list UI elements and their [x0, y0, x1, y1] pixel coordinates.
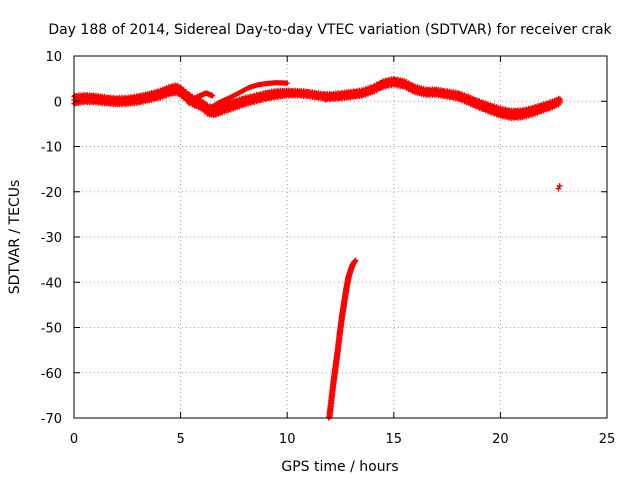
data-point [557, 98, 563, 104]
y-tick-label: -20 [41, 186, 62, 201]
series-steep-drop [326, 257, 359, 421]
data-point [352, 257, 359, 263]
y-tick-label: -60 [41, 367, 62, 382]
data-point [327, 91, 333, 98]
y-axis-label: SDTVAR / TECUs [7, 180, 23, 295]
axis-ticks: 0 5 10 15 20 25 -70 -60 -50 -40 -30 -20 -10 0 10 [41, 50, 616, 447]
x-axis-label: GPS time / hours [281, 459, 398, 475]
y-tick-label: -30 [41, 231, 62, 246]
data-point [556, 183, 563, 189]
x-tick-label: 25 [599, 432, 616, 447]
x-tick-label: 15 [386, 432, 403, 447]
series-main-band [71, 76, 563, 122]
y-tick-label: -50 [41, 322, 62, 337]
chart-title: Day 188 of 2014, Sidereal Day-to-day VTE… [48, 22, 612, 38]
series-secondary-arc [203, 80, 290, 113]
data-point [209, 93, 216, 99]
data-series [71, 76, 563, 421]
x-tick-label: 20 [492, 432, 509, 447]
y-tick-label: -70 [41, 412, 62, 427]
y-tick-label: -40 [41, 276, 62, 291]
data-point [322, 97, 329, 103]
series-bump-near-6 [186, 90, 216, 107]
y-tick-label: 10 [45, 50, 62, 65]
x-tick-label: 0 [70, 432, 78, 447]
y-tick-label: 0 [54, 95, 62, 110]
y-tick-label: -10 [41, 141, 62, 156]
x-tick-label: 10 [279, 432, 296, 447]
data-point [284, 80, 290, 86]
data-point [318, 93, 325, 100]
series-isolated-points [318, 91, 563, 192]
x-tick-label: 5 [176, 432, 184, 447]
